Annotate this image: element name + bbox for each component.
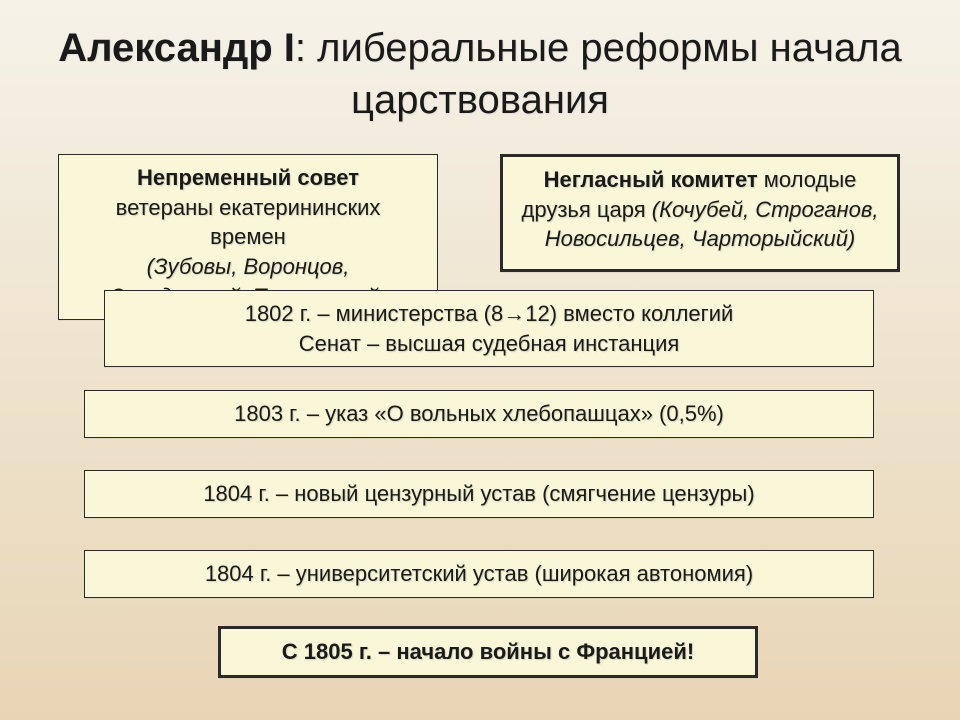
council-heading: Непременный совет — [77, 163, 419, 193]
box-reform-1802: 1802 г. – министерства (8→12) вместо кол… — [104, 290, 874, 367]
committee-head: Негласный комитет — [544, 167, 764, 192]
war-1805-text: С 1805 г. – начало войны с Францией! — [282, 639, 694, 664]
slide-title: Александр I: либеральные реформы начала … — [0, 0, 960, 144]
reform-1802-text: 1802 г. – министерства (8→12) вместо кол… — [245, 301, 734, 356]
diagram-stage: Непременный совет ветераны екатеринински… — [0, 144, 960, 704]
reform-1803-text: 1803 г. – указ «О вольных хлебопашцах» (… — [234, 401, 724, 426]
box-war-1805: С 1805 г. – начало войны с Францией! — [218, 626, 758, 678]
title-rest: : либеральные реформы начала царствовани… — [295, 26, 902, 122]
reform-1804a-text: 1804 г. – новый цензурный устав (смягчен… — [203, 481, 754, 506]
box-reform-1804a: 1804 г. – новый цензурный устав (смягчен… — [84, 470, 874, 518]
reform-1804b-text: 1804 г. – университетский устав (широкая… — [205, 561, 753, 586]
title-bold: Александр I — [58, 26, 295, 70]
box-committee: Негласный комитет молодые друзья царя (К… — [500, 154, 900, 272]
box-reform-1804b: 1804 г. – университетский устав (широкая… — [84, 550, 874, 598]
box-reform-1803: 1803 г. – указ «О вольных хлебопашцах» (… — [84, 390, 874, 438]
council-sub: ветераны екатерининских времен — [77, 193, 419, 252]
